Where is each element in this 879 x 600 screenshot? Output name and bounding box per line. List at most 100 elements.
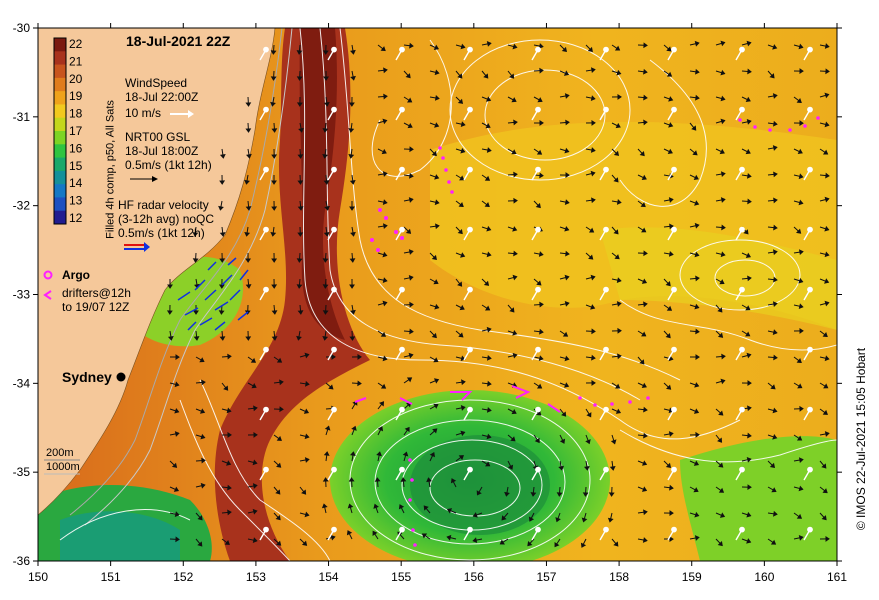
current-arrowhead (613, 541, 619, 547)
wind-arrowhead (807, 526, 813, 533)
hf-scale-arrow (124, 242, 150, 252)
colorbar-tick-label: 22 (69, 37, 83, 51)
current-arrowhead (350, 231, 356, 237)
current-arrowhead (720, 95, 726, 102)
current-arrowhead (797, 148, 803, 155)
current-arrowhead (431, 332, 437, 339)
current-arrowhead (538, 43, 544, 49)
current-arrowhead (279, 379, 284, 386)
current-arrowhead (643, 406, 648, 413)
current-arrowhead (588, 254, 594, 260)
current-arrowhead (219, 180, 226, 185)
current-arrowhead (772, 249, 778, 256)
current-arrowhead (407, 122, 413, 129)
x-tick-label: 150 (28, 570, 48, 584)
current-arrowhead (245, 102, 252, 107)
gsl-title: NRT00 GSL (125, 130, 191, 144)
wind-arrowhead (331, 166, 337, 173)
current-arrowhead (349, 284, 355, 289)
current-arrowhead (564, 199, 570, 205)
current-arrowhead (433, 279, 439, 285)
bathymetry-1000m (84, 28, 293, 526)
wind-arrowhead (671, 466, 677, 473)
current-arrowhead (747, 198, 752, 205)
current-arrowhead (197, 541, 203, 547)
current-arrowhead (694, 40, 700, 47)
wind-arrowhead (807, 286, 813, 293)
current-arrowhead (201, 379, 206, 386)
current-arrowhead (665, 333, 671, 339)
current-arrowhead (383, 93, 388, 100)
current-arrowhead (199, 408, 206, 414)
credit-text: © IMOS 22-Jul-2021 15:05 Hobart (854, 347, 868, 531)
current-arrowhead (769, 73, 775, 79)
wind-arrowhead (807, 106, 813, 113)
colorbar-swatch (54, 64, 66, 79)
current-arrowhead (718, 487, 725, 493)
current-arrowhead (580, 542, 587, 548)
current-arrowhead (382, 251, 388, 258)
current-arrowhead (823, 383, 829, 389)
current-arrowhead (298, 127, 304, 133)
bathymetry-200m (69, 28, 283, 516)
current-arrowhead (773, 120, 778, 127)
current-arrowhead (669, 484, 674, 491)
current-arrowhead (665, 462, 672, 468)
current-arrowhead (245, 258, 251, 263)
current-arrowhead (643, 509, 648, 516)
current-arrowhead (587, 46, 593, 53)
current-arrowhead (252, 459, 258, 466)
current-arrowhead (174, 431, 180, 437)
eddy-center (410, 435, 550, 535)
current-arrowhead (301, 540, 308, 546)
current-arrowhead (609, 466, 616, 471)
current-arrowhead (322, 336, 329, 341)
current-arrowhead (460, 121, 466, 128)
current-arrowhead (747, 484, 752, 491)
colorbar-swatch (54, 131, 66, 145)
wind-arrowhead (739, 466, 745, 473)
current-arrowhead (279, 406, 284, 413)
current-arrowhead (218, 310, 225, 315)
current-arrowhead (643, 119, 648, 126)
current-arrowhead (297, 154, 304, 159)
current-arrowhead (537, 97, 543, 103)
current-arrowhead (824, 121, 830, 128)
current-arrowhead (824, 196, 830, 203)
current-arrowhead (219, 153, 226, 159)
wind-arrowhead (535, 346, 541, 353)
colorbar-tick-label: 17 (69, 124, 83, 138)
wind-arrowhead (467, 526, 473, 533)
current-arrowhead (585, 439, 591, 445)
current-arrowhead (746, 172, 752, 179)
wind-arrowhead (263, 346, 269, 353)
current-arrowhead (372, 530, 378, 536)
current-arrowhead (357, 380, 362, 387)
wind-arrowhead (331, 226, 337, 233)
current-arrowhead (350, 75, 356, 81)
current-arrowhead (565, 172, 570, 179)
current-arrowhead (591, 197, 596, 204)
colorbar-frame (53, 37, 67, 225)
current-arrowhead (717, 307, 723, 313)
current-arrowhead (434, 174, 440, 180)
wind-arrowhead (603, 406, 609, 413)
current-arrowhead (219, 336, 226, 341)
current-arrowhead (433, 44, 439, 50)
current-arrowhead (745, 148, 751, 155)
colorbar-swatch (54, 51, 66, 66)
current-arrowhead (717, 437, 723, 443)
current-arrowhead (591, 328, 596, 335)
wind-arrowhead (603, 166, 609, 173)
wind-arrowhead (467, 406, 473, 413)
wind-arrowhead (399, 526, 405, 533)
current-arrowhead (825, 536, 830, 542)
current-arrowhead (381, 148, 387, 155)
current-arrowhead (512, 274, 518, 281)
current-arrowhead (695, 68, 700, 75)
gsl-scale-arrow (130, 176, 158, 182)
current-arrowhead (694, 200, 700, 206)
current-arrowhead (276, 357, 283, 363)
current-arrowhead (825, 68, 830, 75)
current-arrowhead (822, 332, 828, 338)
